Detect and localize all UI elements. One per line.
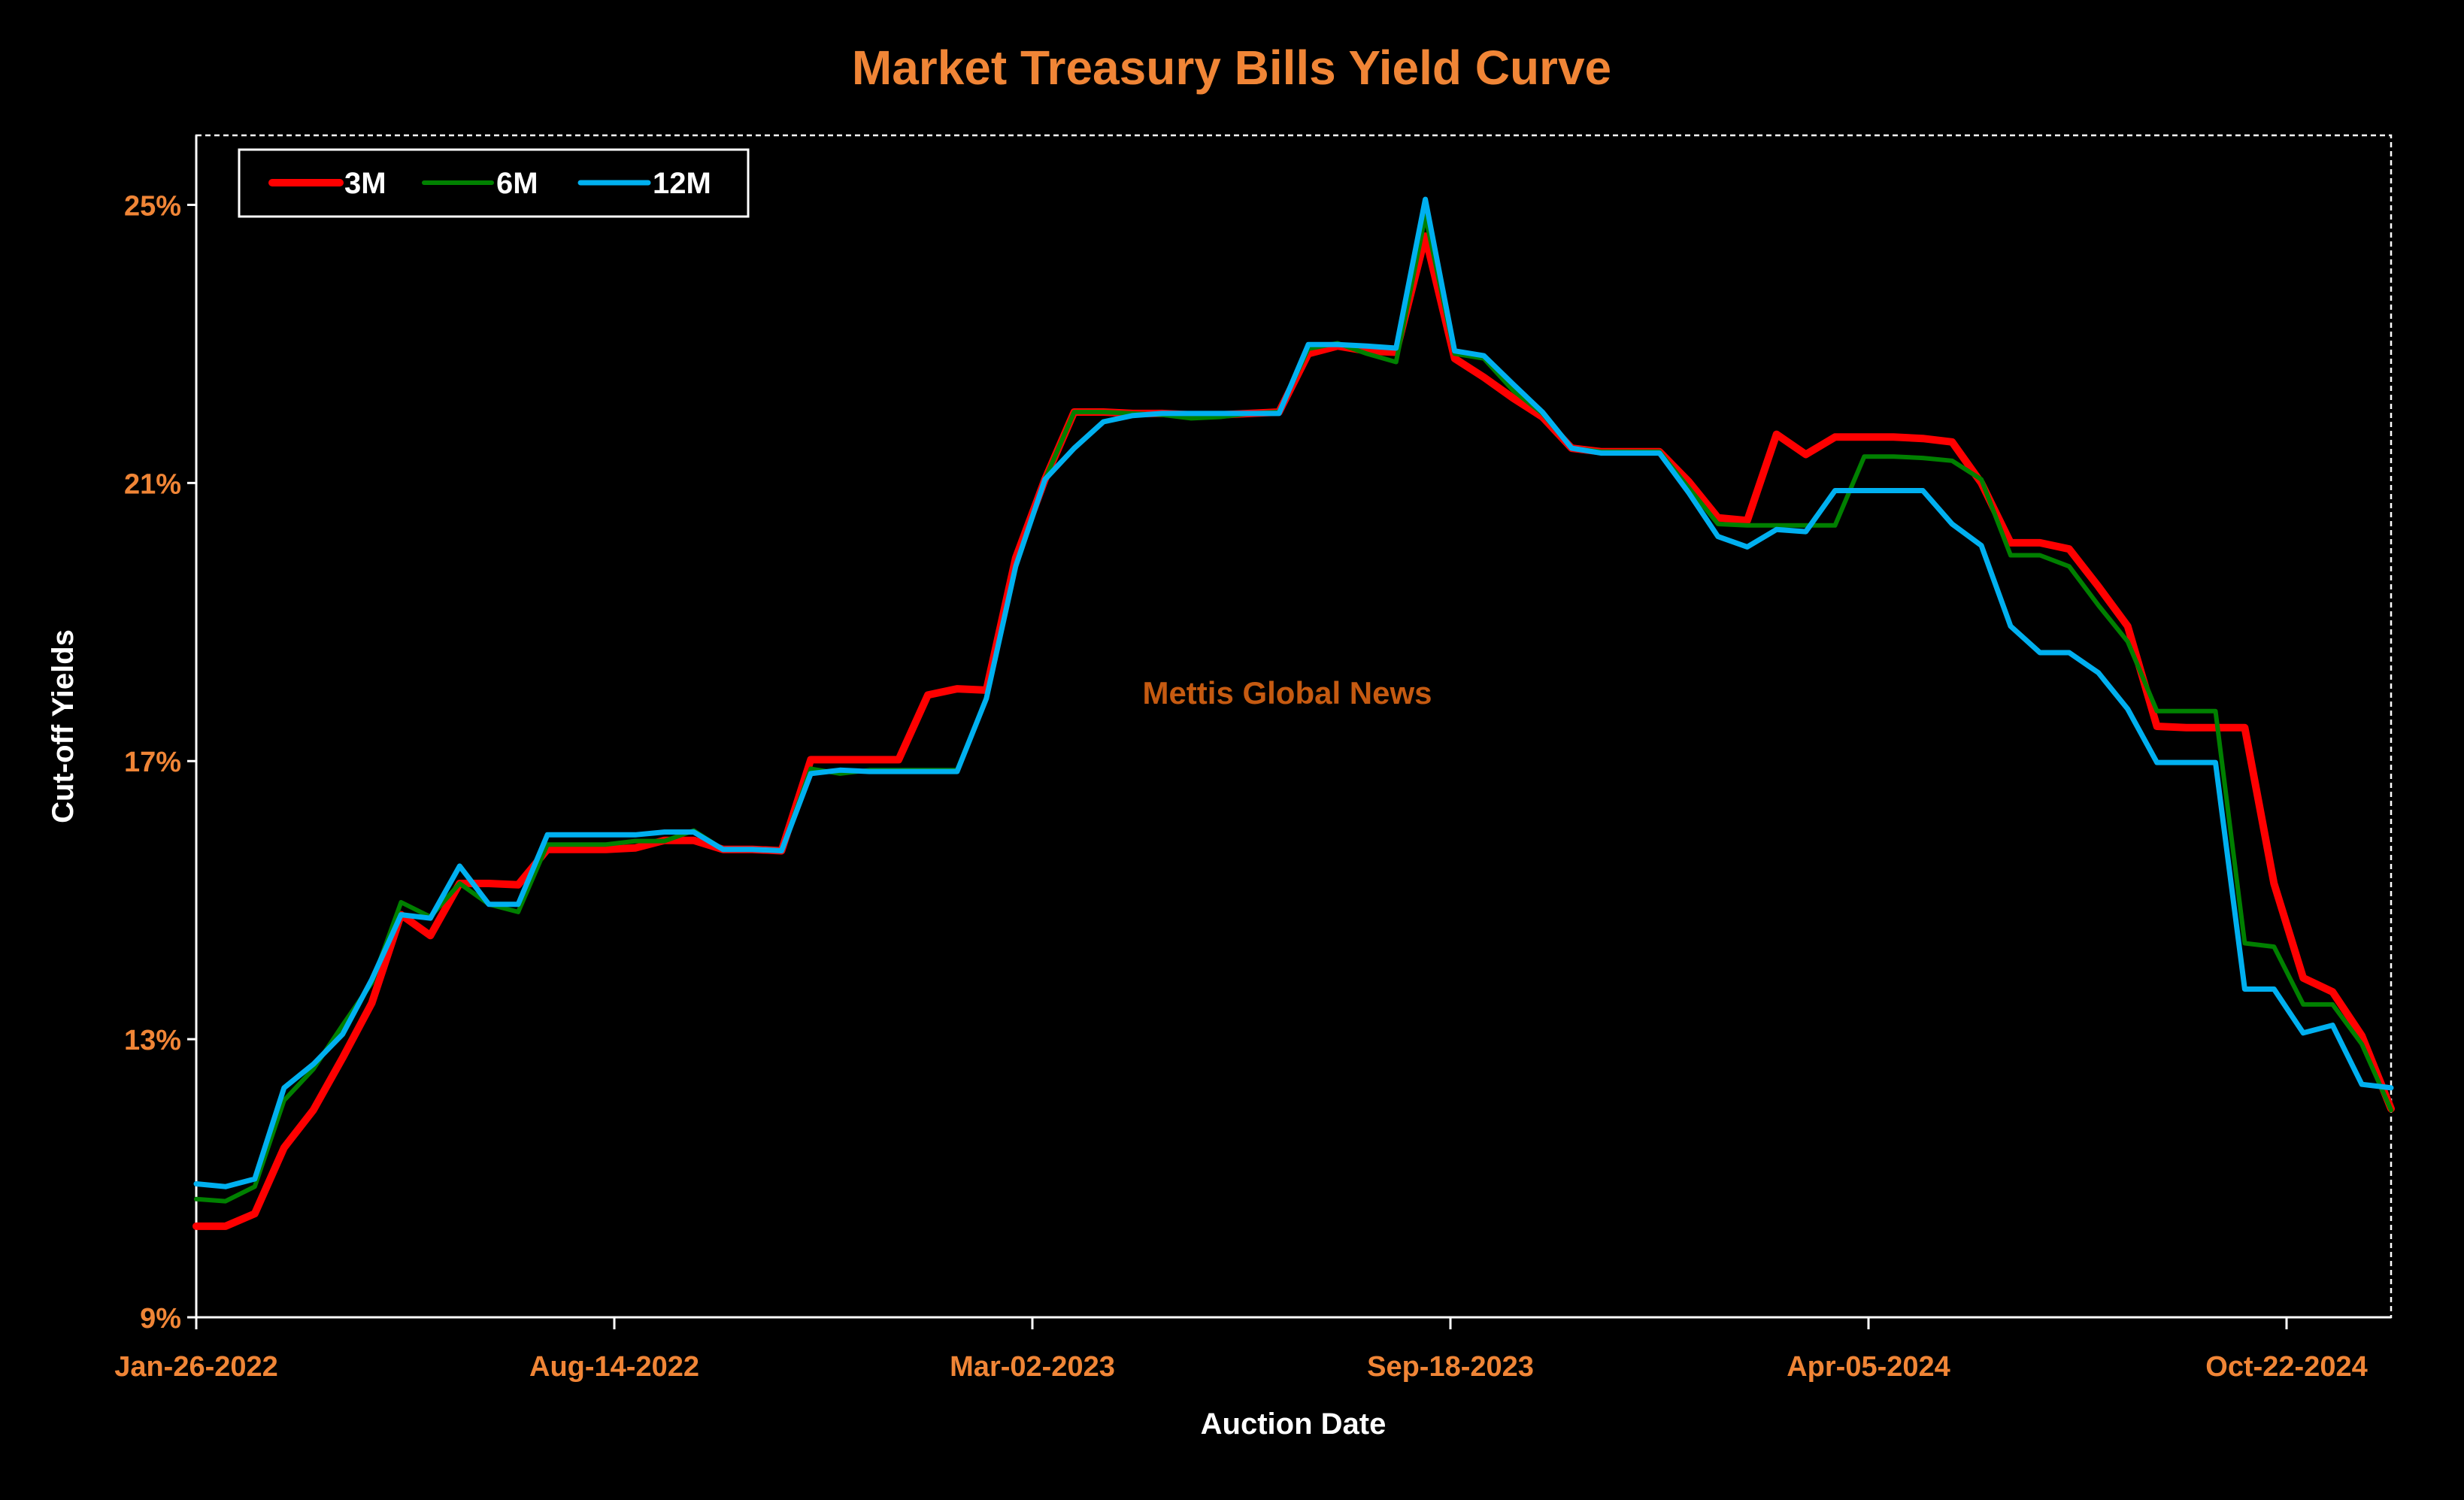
legend: 3M 6M 12M bbox=[238, 148, 750, 218]
x-tick-label: Mar-02-2023 bbox=[950, 1351, 1115, 1383]
series-line-12m bbox=[193, 196, 2394, 1189]
x-tick-label: Apr-05-2024 bbox=[1787, 1351, 1950, 1383]
x-axis-label: Auction Date bbox=[1201, 1408, 1387, 1441]
x-tick-label: Oct-22-2024 bbox=[2205, 1351, 2367, 1383]
x-tick-label: Jan-26-2022 bbox=[114, 1351, 278, 1383]
axes: 9% 13% 17% 21% 25% Jan-26-2022 Aug-14-2022 Mar-… bbox=[114, 135, 2391, 1383]
x-tick-label: Sep-18-2023 bbox=[1367, 1351, 1534, 1383]
y-tick-label: 25% bbox=[124, 190, 181, 222]
watermark: Mettis Global News bbox=[1142, 675, 1432, 711]
y-axis-label: Cut-off Yields bbox=[47, 629, 80, 823]
legend-label-3m: 3M bbox=[344, 167, 386, 200]
y-tick-label: 21% bbox=[124, 468, 181, 500]
y-tick-label: 13% bbox=[124, 1025, 181, 1056]
legend-label-6m: 6M bbox=[496, 167, 538, 200]
chart-title: Market Treasury Bills Yield Curve bbox=[852, 41, 1611, 95]
x-tick-label: Aug-14-2022 bbox=[529, 1351, 699, 1383]
y-tick-label: 17% bbox=[124, 747, 181, 778]
legend-label-12m: 12M bbox=[653, 167, 711, 200]
y-tick-label: 9% bbox=[140, 1303, 181, 1335]
series-lines bbox=[192, 196, 2395, 1230]
